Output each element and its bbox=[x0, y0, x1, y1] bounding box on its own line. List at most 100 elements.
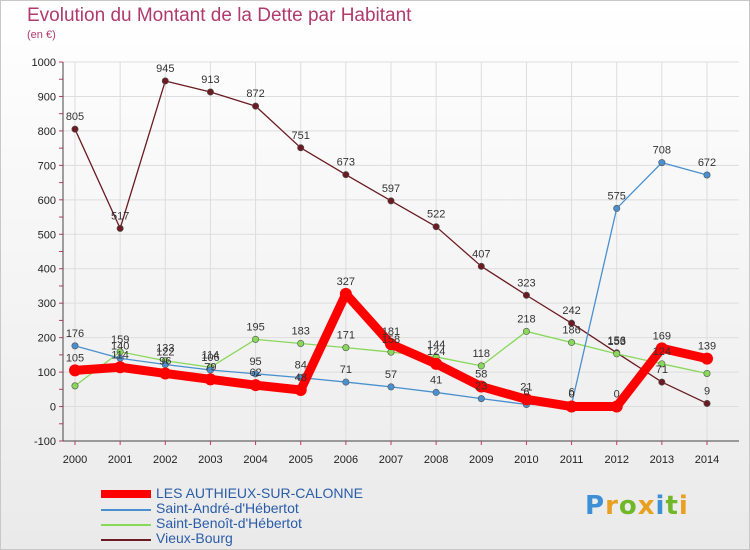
axes: -100010020030040050060070080090010002000… bbox=[32, 57, 739, 466]
data-label: 169 bbox=[653, 330, 671, 342]
x-tick-label: 2003 bbox=[198, 454, 222, 466]
data-label: 124 bbox=[653, 346, 671, 358]
data-label: 181 bbox=[382, 326, 400, 338]
data-point bbox=[69, 364, 81, 377]
data-point bbox=[658, 378, 666, 386]
data-label: 114 bbox=[111, 349, 129, 361]
data-point bbox=[297, 144, 305, 152]
data-label: 171 bbox=[337, 330, 355, 342]
data-point bbox=[71, 342, 79, 350]
data-point bbox=[701, 352, 713, 365]
x-tick-label: 2005 bbox=[288, 454, 312, 466]
data-label: 153 bbox=[608, 336, 626, 348]
data-label: 327 bbox=[337, 276, 355, 288]
data-label: 0 bbox=[569, 389, 575, 401]
data-point bbox=[568, 338, 576, 346]
data-label: 9 bbox=[704, 385, 710, 397]
x-tick-label: 2007 bbox=[379, 454, 403, 466]
data-point bbox=[294, 384, 307, 397]
data-point bbox=[703, 399, 711, 407]
data-point bbox=[477, 262, 485, 270]
data-label: 176 bbox=[66, 328, 84, 340]
data-labels: 805 517 945 913 872 751 673 597 522 407 323 242 156 7… bbox=[66, 63, 716, 401]
data-label: 114 bbox=[202, 349, 220, 361]
y-tick-label: 100 bbox=[38, 367, 56, 379]
data-point bbox=[342, 378, 350, 386]
data-point bbox=[385, 338, 397, 351]
x-tick-label: 2012 bbox=[604, 454, 628, 466]
data-label: 672 bbox=[698, 157, 716, 169]
data-label: 708 bbox=[653, 145, 671, 157]
data-point bbox=[206, 366, 214, 374]
data-point bbox=[477, 395, 485, 403]
data-point bbox=[297, 339, 305, 347]
logo-letter: i bbox=[678, 491, 689, 521]
data-label: 159 bbox=[111, 334, 129, 346]
data-point bbox=[522, 327, 530, 335]
data-label: 48 bbox=[295, 372, 307, 384]
y-tick-label: 0 bbox=[50, 402, 56, 414]
data-point bbox=[658, 159, 666, 167]
legend-label: Saint-André-d'Hébertot bbox=[156, 500, 299, 516]
data-point bbox=[387, 197, 395, 205]
x-tick-label: 2009 bbox=[469, 454, 493, 466]
chart-title: Evolution du Montant de la Dette par Hab… bbox=[27, 5, 412, 26]
y-tick-label: 500 bbox=[38, 229, 56, 241]
data-point bbox=[703, 171, 711, 179]
data-label: 0 bbox=[614, 389, 620, 401]
data-point bbox=[613, 204, 621, 212]
data-point bbox=[342, 171, 350, 179]
data-label: 945 bbox=[156, 63, 174, 75]
x-tick-label: 2014 bbox=[695, 454, 719, 466]
data-point bbox=[565, 400, 578, 413]
data-label: 95 bbox=[249, 356, 261, 368]
data-label: 218 bbox=[517, 313, 535, 325]
data-point bbox=[658, 360, 666, 368]
data-point bbox=[114, 361, 127, 374]
grid bbox=[63, 61, 739, 442]
legend-swatch bbox=[101, 524, 151, 526]
y-tick-label: 300 bbox=[38, 298, 56, 310]
logo-letter: o bbox=[618, 491, 638, 521]
data-label: 124 bbox=[427, 346, 445, 358]
x-tick-label: 2000 bbox=[63, 454, 87, 466]
data-point bbox=[703, 369, 711, 377]
data-label: 105 bbox=[66, 352, 84, 364]
series-lines bbox=[69, 77, 713, 413]
data-point bbox=[204, 373, 217, 386]
y-tick-label: 600 bbox=[38, 195, 56, 207]
data-label: 156 bbox=[608, 335, 626, 347]
data-label: 517 bbox=[111, 210, 129, 222]
data-label: 183 bbox=[292, 325, 310, 337]
x-tick-label: 2002 bbox=[153, 454, 177, 466]
data-label: 195 bbox=[246, 321, 264, 333]
data-point bbox=[161, 77, 169, 85]
data-label: 575 bbox=[608, 190, 626, 202]
x-tick-label: 2013 bbox=[650, 454, 674, 466]
line-chart: -100010020030040050060070080090010002000… bbox=[32, 57, 739, 466]
data-label: 57 bbox=[385, 369, 397, 381]
data-label: 872 bbox=[246, 88, 264, 100]
data-point bbox=[252, 102, 260, 110]
x-tick-label: 2004 bbox=[243, 454, 267, 466]
data-label: 71 bbox=[656, 364, 668, 376]
legend-swatch bbox=[101, 539, 151, 541]
y-tick-label: 900 bbox=[38, 91, 56, 103]
data-point bbox=[475, 380, 488, 393]
legend-swatch bbox=[101, 490, 151, 498]
data-point bbox=[520, 393, 533, 406]
data-label: 139 bbox=[698, 341, 716, 353]
data-point bbox=[432, 223, 440, 231]
logo-letter: r bbox=[605, 491, 619, 521]
data-label: 6 bbox=[523, 386, 529, 398]
legend-label: Vieux-Bourg bbox=[156, 530, 233, 546]
data-label: 21 bbox=[520, 381, 532, 393]
data-label: 71 bbox=[340, 364, 352, 376]
y-tick-label: 200 bbox=[38, 333, 56, 345]
data-label: 186 bbox=[562, 324, 580, 336]
data-label: 597 bbox=[382, 183, 400, 195]
logo-letter: x bbox=[637, 491, 656, 521]
data-point bbox=[613, 350, 621, 358]
legend-label: Saint-Benoît-d'Hébertot bbox=[156, 515, 302, 531]
data-point bbox=[655, 342, 668, 355]
